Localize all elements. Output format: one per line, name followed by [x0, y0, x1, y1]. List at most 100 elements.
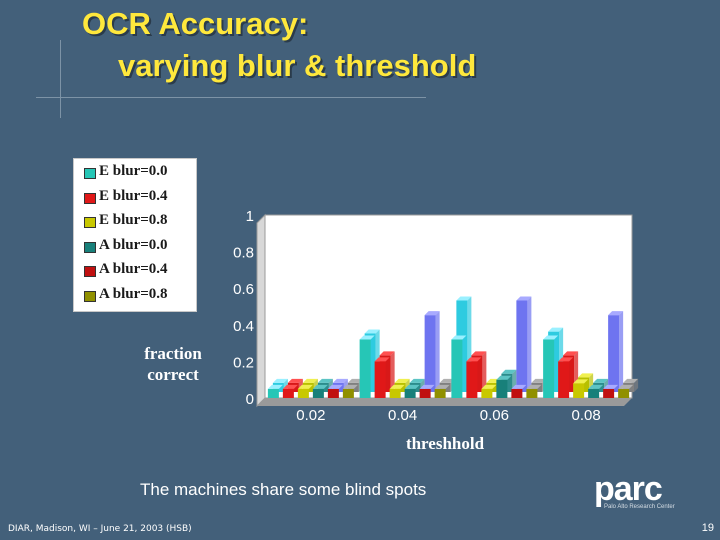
x-tick-label: 0.08	[572, 407, 601, 424]
legend-swatch	[84, 266, 96, 277]
bar-top	[618, 384, 634, 389]
y-axis-label-line2: correct	[147, 365, 199, 384]
bar	[404, 388, 416, 398]
slide-title-line1: OCR Accuracy:	[82, 6, 309, 41]
bar-top	[451, 335, 467, 340]
bar-back-side	[619, 311, 624, 392]
x-tick-label: 0.06	[480, 407, 509, 424]
bar-top	[526, 384, 542, 389]
bar	[511, 388, 523, 398]
bar-back-top	[623, 378, 639, 383]
bar	[327, 388, 339, 398]
legend-label: A blur=0.8	[99, 285, 168, 302]
bar-top	[389, 384, 405, 389]
bar-top	[558, 357, 574, 362]
bar-top	[588, 384, 604, 389]
bar	[481, 388, 493, 398]
y-tick-label: 0.4	[233, 318, 254, 335]
decorative-line-vertical	[60, 40, 61, 118]
bar	[618, 388, 630, 398]
legend-swatch	[84, 217, 96, 228]
bar-back-side	[390, 351, 395, 392]
bar-back-top	[302, 378, 318, 383]
bar	[451, 339, 463, 398]
slide-footer: DIAR, Madison, WI – June 21, 2003 (HSB)	[8, 524, 192, 534]
parc-logo-subtitle: Palo Alto Research Center	[604, 504, 675, 510]
bar	[419, 388, 431, 398]
bar-top	[404, 384, 420, 389]
bar-top	[543, 335, 559, 340]
bar	[282, 388, 294, 398]
bar	[558, 361, 570, 398]
bar	[312, 388, 324, 398]
bar-back-top	[317, 378, 333, 383]
bar-back-top	[501, 369, 517, 374]
legend-label: E blur=0.8	[99, 212, 168, 228]
bar-top	[359, 335, 375, 340]
bar-back-top	[409, 378, 425, 383]
bar-back-top	[364, 329, 380, 334]
bar	[389, 388, 401, 398]
bar	[603, 388, 615, 398]
x-axis-label: threshhold	[405, 434, 485, 453]
y-tick-label: 0.2	[233, 354, 254, 371]
slide-caption: The machines share some blind spots	[140, 480, 427, 499]
x-tick-label: 0.02	[296, 407, 325, 424]
y-tick-label: 0.6	[233, 281, 254, 298]
legend-label: E blur=0.0	[99, 163, 168, 179]
bar-back-top	[379, 351, 395, 356]
bar	[466, 361, 478, 398]
bar-top	[481, 384, 497, 389]
page-number: 19	[701, 522, 714, 534]
bar	[434, 388, 446, 398]
bar-back-top	[608, 311, 624, 316]
parc-logo: parc	[594, 470, 663, 508]
bar-back-top	[531, 378, 547, 383]
bar-top	[297, 384, 313, 389]
bar	[526, 388, 538, 398]
bar	[496, 379, 508, 398]
bar-back-top	[578, 373, 594, 378]
bar	[267, 388, 279, 398]
bar-top	[466, 357, 482, 362]
x-tick-label: 0.04	[388, 407, 417, 424]
bar-back-top	[593, 378, 609, 383]
bar-top	[603, 384, 619, 389]
bar-back-side	[435, 311, 440, 392]
bar	[297, 388, 309, 398]
bar-top	[511, 384, 527, 389]
y-tick-label: 0.8	[233, 245, 254, 262]
bar-back-top	[439, 378, 455, 383]
bar	[342, 388, 354, 398]
bar-back-side	[634, 378, 639, 392]
bar	[573, 383, 585, 398]
bar-back-top	[516, 296, 532, 301]
bar-back-top	[272, 378, 288, 383]
bar-top	[342, 384, 358, 389]
decorative-line-horizontal	[36, 97, 426, 98]
bar-top	[434, 384, 450, 389]
plot-floor	[257, 398, 632, 406]
legend-label: E blur=0.4	[99, 187, 168, 204]
bar-top	[374, 357, 390, 362]
y-axis-label-line1: fraction	[144, 344, 202, 363]
legend-swatch	[84, 192, 96, 204]
bar-top	[419, 384, 435, 389]
bar-top	[327, 384, 343, 389]
bar-top	[267, 384, 283, 389]
bar-top	[282, 384, 298, 389]
bar	[374, 361, 386, 398]
legend-swatch	[84, 290, 96, 302]
bar-back-top	[332, 378, 348, 383]
bar-back	[424, 315, 436, 392]
bar-back	[608, 315, 620, 392]
bar-back-top	[287, 378, 303, 383]
y-tick-label: 0	[246, 391, 254, 408]
legend-label: A blur=0.4	[99, 261, 168, 277]
bar-back-top	[456, 296, 472, 301]
legend-swatch	[84, 168, 96, 179]
bar-back-top	[563, 351, 579, 356]
bar	[588, 388, 600, 398]
legend-label: A blur=0.0	[99, 236, 168, 253]
